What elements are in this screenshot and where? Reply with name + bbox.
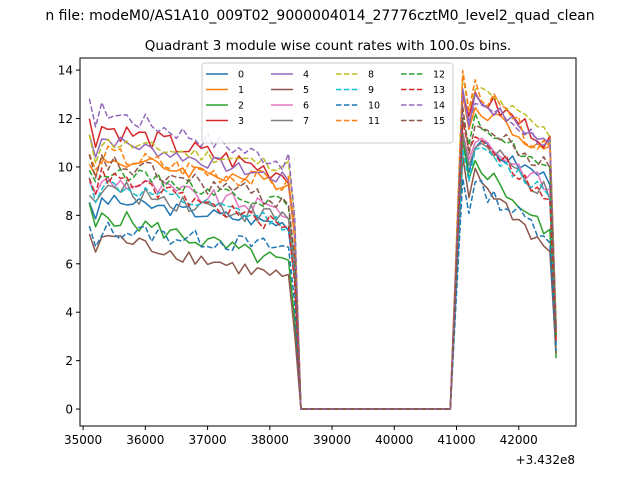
x-axis: 35000 36000 37000 38000 39000 40000 41000 42000 [64,426,538,447]
y-tick-label: 10 [58,160,73,174]
series-line-13 [88,120,557,410]
x-tick-label: 39000 [313,433,351,447]
series-line-3 [88,91,557,410]
series-line-9 [88,146,557,410]
legend-label-12: 12 [433,70,445,81]
x-tick-label: 35000 [64,433,102,447]
series-line-6 [88,131,557,410]
y-tick-label: 4 [65,306,73,320]
series-line-8 [88,75,557,410]
series-line-7 [88,132,557,410]
y-tick-label: 14 [58,64,73,78]
legend-label-4: 4 [303,70,309,81]
series-line-12 [88,112,557,410]
series-layer [88,69,557,410]
series-line-15 [88,106,557,410]
legend-label-8: 8 [368,70,374,81]
y-tick-label: 2 [65,354,73,368]
legend-label-1: 1 [238,85,244,96]
series-line-11 [88,69,557,410]
legend-label-6: 6 [303,101,309,112]
figure-suptitle: n file: modeM0/AS1A10_009T02_9000004014_… [45,8,594,24]
legend-box [201,62,454,144]
series-line-1 [88,94,557,410]
series-line-10 [88,177,557,410]
legend-label-3: 3 [238,116,244,127]
y-tick-label: 12 [58,112,73,126]
x-tick-label: 41000 [437,433,475,447]
legend-label-7: 7 [303,116,309,127]
series-line-14 [88,88,557,410]
x-tick-label: 38000 [251,433,289,447]
y-tick-label: 0 [65,403,73,417]
legend-label-13: 13 [433,85,445,96]
x-tick-label: 37000 [188,433,226,447]
y-tick-label: 8 [65,209,73,223]
plot-area [79,57,577,427]
legend-label-2: 2 [238,101,244,112]
x-tick-label: 42000 [500,433,538,447]
series-line-5 [88,155,557,410]
legend-label-5: 5 [303,85,309,96]
legend-label-15: 15 [433,116,445,127]
x-offset-label: +3.432e8 [516,453,575,467]
x-tick-label: 40000 [375,433,413,447]
legend-label-0: 0 [238,70,244,81]
legend-label-14: 14 [433,101,445,112]
legend-label-11: 11 [368,116,380,127]
series-line-2 [88,138,557,410]
legend-label-9: 9 [368,85,374,96]
legend-label-10: 10 [368,101,380,112]
series-line-0 [88,139,557,410]
y-axis: 0 2 4 6 8 10 12 14 [58,64,80,417]
y-tick-label: 6 [65,257,73,271]
chart-title: Quadrant 3 module wise count rates with … [145,38,511,54]
x-tick-label: 36000 [126,433,164,447]
